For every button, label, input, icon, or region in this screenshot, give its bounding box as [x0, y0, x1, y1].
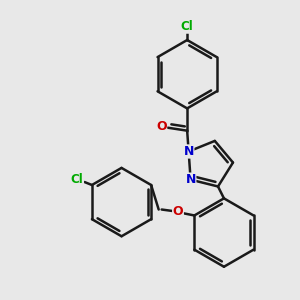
- Text: Cl: Cl: [181, 20, 194, 33]
- Text: N: N: [184, 145, 194, 158]
- Text: N: N: [185, 173, 196, 186]
- Text: O: O: [173, 205, 183, 218]
- Text: Cl: Cl: [71, 173, 83, 186]
- Text: O: O: [156, 120, 166, 133]
